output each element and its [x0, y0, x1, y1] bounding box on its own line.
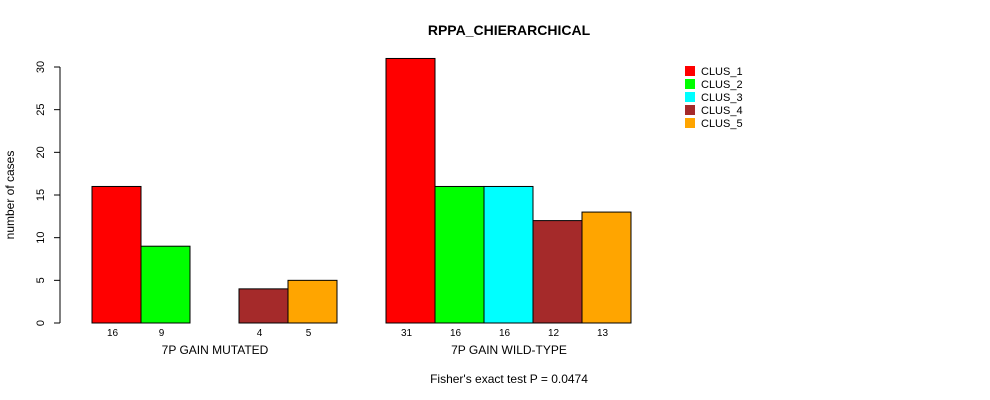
bar-clus-4 — [532, 220, 583, 324]
y-tick-label: 15 — [35, 189, 47, 201]
bar-count-labels: 16 9 4 5 31 16 16 12 13 — [107, 328, 609, 339]
y-tick-label: 20 — [35, 146, 47, 158]
group-label-wild-type: 7P GAIN WILD-TYPE — [451, 343, 567, 357]
legend-swatch — [685, 105, 695, 115]
legend-label: CLUS_2 — [701, 79, 743, 91]
y-axis-title: number of cases — [3, 151, 17, 240]
fisher-test-footnote: Fisher's exact test P = 0.0474 — [430, 372, 588, 386]
bar-clus-5 — [287, 279, 338, 324]
bar-count-label: 12 — [548, 328, 560, 339]
bar-group-wild-type — [385, 57, 632, 324]
bar-clus-1 — [91, 185, 142, 324]
bar-clus-5 — [581, 211, 632, 324]
bar-group-mutated — [91, 185, 338, 324]
y-axis-ticks: 0 5 10 15 20 25 30 — [35, 61, 60, 326]
y-tick-label: 0 — [35, 320, 47, 326]
bar-count-label: 16 — [499, 328, 511, 339]
bar-clus-4 — [238, 288, 289, 324]
bar-count-label: 4 — [257, 328, 263, 339]
legend-label: CLUS_5 — [701, 118, 743, 130]
legend-label: CLUS_4 — [701, 105, 743, 117]
group-labels: 7P GAIN MUTATED 7P GAIN WILD-TYPE — [162, 343, 567, 357]
bar-groups — [91, 57, 632, 324]
legend-label: CLUS_3 — [701, 92, 743, 104]
bar-clus-2 — [140, 245, 191, 324]
bar-count-label: 13 — [597, 328, 609, 339]
chart-title: RPPA_CHIERARCHICAL — [428, 22, 591, 38]
legend-swatch — [685, 92, 695, 102]
bar-clus-2 — [434, 185, 485, 324]
y-tick-label: 25 — [35, 104, 47, 116]
y-tick-label: 10 — [35, 232, 47, 244]
y-tick-label: 5 — [35, 277, 47, 283]
legend-swatch — [685, 118, 695, 128]
legend-swatch — [685, 79, 695, 89]
bar-count-label: 31 — [401, 328, 413, 339]
bar-clus-1 — [385, 57, 436, 324]
bar-clus-3 — [483, 185, 534, 324]
bar-count-label: 5 — [306, 328, 312, 339]
y-tick-label: 30 — [35, 61, 47, 73]
bar-count-label: 9 — [159, 328, 165, 339]
legend-label: CLUS_1 — [701, 66, 743, 78]
group-label-mutated: 7P GAIN MUTATED — [162, 343, 269, 357]
bar-count-label: 16 — [107, 328, 119, 339]
bar-count-label: 16 — [450, 328, 462, 339]
legend-swatch — [685, 66, 695, 76]
